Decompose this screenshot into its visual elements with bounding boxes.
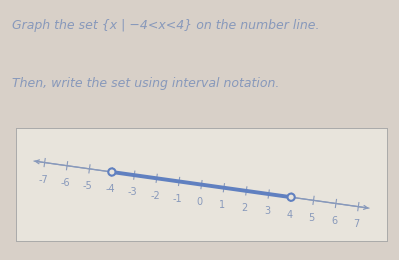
Text: -2: -2 xyxy=(150,191,160,201)
Text: -3: -3 xyxy=(128,187,137,198)
Text: -4: -4 xyxy=(105,184,115,194)
Text: 1: 1 xyxy=(219,200,225,210)
Text: -5: -5 xyxy=(83,181,93,191)
Text: -6: -6 xyxy=(61,178,70,188)
Text: 3: 3 xyxy=(264,206,270,216)
Circle shape xyxy=(288,194,295,201)
Text: -1: -1 xyxy=(172,194,182,204)
Text: 7: 7 xyxy=(354,219,360,229)
Text: 5: 5 xyxy=(309,213,315,223)
Text: 2: 2 xyxy=(241,203,248,213)
Text: 0: 0 xyxy=(197,197,203,207)
Text: 4: 4 xyxy=(286,210,292,219)
Circle shape xyxy=(108,168,115,176)
Text: 6: 6 xyxy=(331,216,337,226)
Text: Then, write the set using interval notation.: Then, write the set using interval notat… xyxy=(12,77,279,90)
Text: Graph the set {x | −4<x<4} on the number line.: Graph the set {x | −4<x<4} on the number… xyxy=(12,19,320,32)
Text: -7: -7 xyxy=(38,175,48,185)
